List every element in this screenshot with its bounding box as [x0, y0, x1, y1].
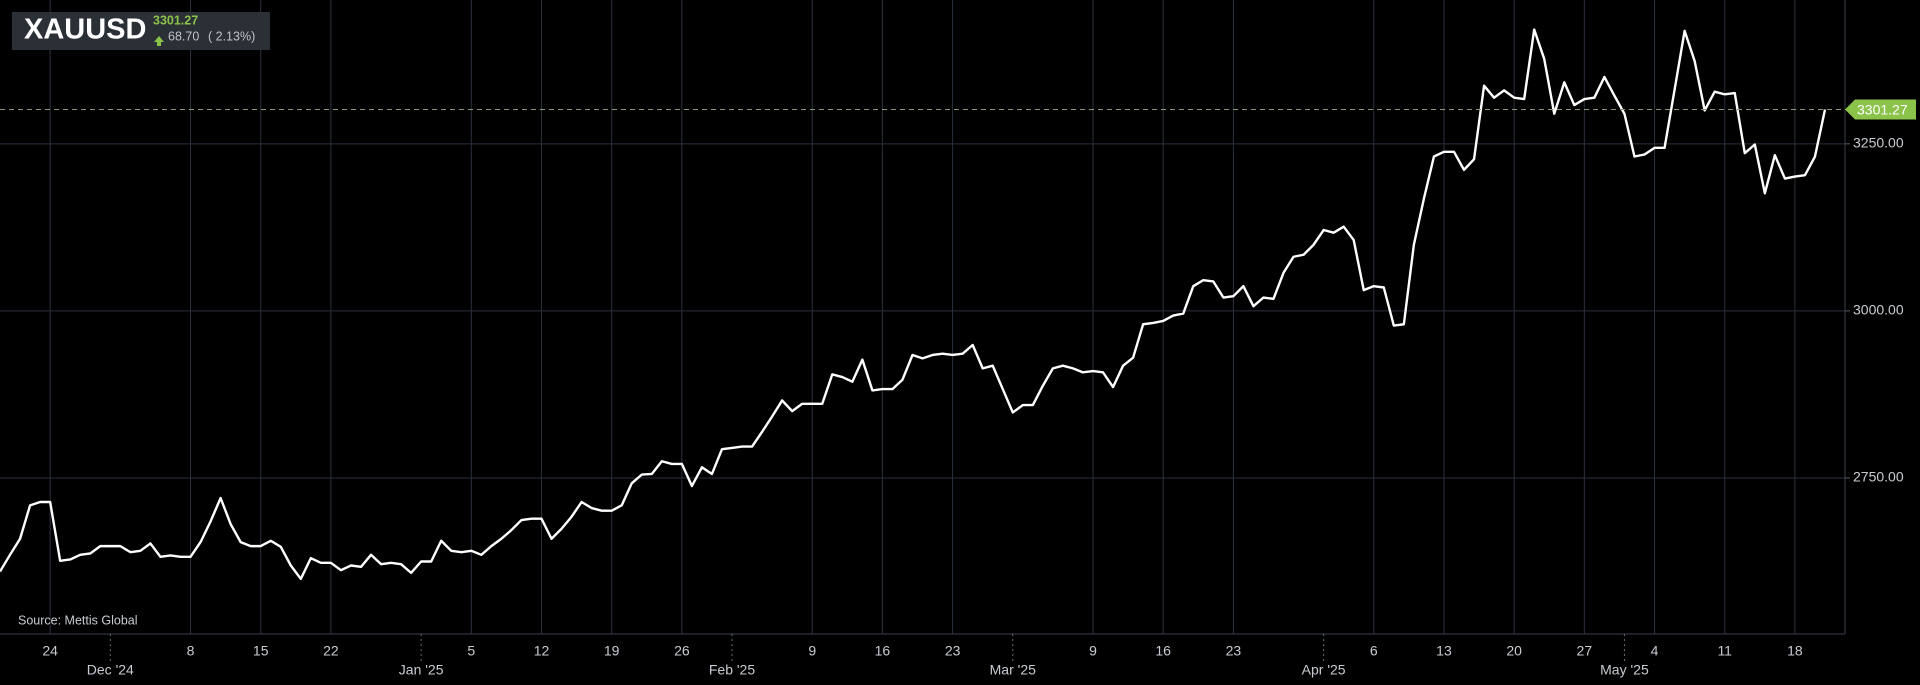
x-tick-label: 24 [42, 643, 58, 659]
x-tick-label: 15 [253, 643, 269, 659]
price: 3301.27 [153, 13, 198, 27]
x-tick-label: 8 [187, 643, 195, 659]
x-tick-label: 26 [674, 643, 690, 659]
x-tick-label: 16 [1155, 643, 1171, 659]
price-line [0, 28, 1827, 581]
last-price-tag [1845, 99, 1916, 120]
y-tick-label: 2750.00 [1853, 469, 1904, 485]
x-tick-label: 9 [1089, 643, 1097, 659]
x-tick-label: 23 [1226, 643, 1242, 659]
month-tick-label: Jan '25 [399, 662, 444, 678]
header-box [12, 12, 270, 50]
x-tick-label: 11 [1717, 643, 1732, 659]
x-tick-label: 18 [1787, 643, 1803, 659]
x-tick-label: 23 [945, 643, 961, 659]
x-tick-label: 6 [1370, 643, 1378, 659]
month-tick-label: Apr '25 [1302, 662, 1346, 678]
x-tick-label: 20 [1506, 643, 1522, 659]
x-tick-label: 19 [604, 643, 620, 659]
month-tick-label: Mar '25 [990, 662, 1036, 678]
x-tick-label: 12 [534, 643, 550, 659]
x-tick-label: 27 [1577, 643, 1593, 659]
grid [0, 0, 1845, 634]
change-pct: ( 2.13%) [208, 29, 255, 43]
symbol: XAUUSD [24, 14, 146, 46]
x-tick-label: 5 [467, 643, 475, 659]
y-tick-label: 3000.00 [1853, 302, 1904, 318]
y-tick-label: 3250.00 [1853, 135, 1904, 151]
last-price-label: 3301.27 [1857, 101, 1908, 117]
month-tick-label: Feb '25 [709, 662, 755, 678]
up-arrow [154, 36, 164, 46]
x-tick-label: 4 [1651, 643, 1659, 659]
source: Source: Mettis Global [18, 613, 138, 627]
month-tick-label: Dec '24 [87, 662, 134, 678]
x-tick-label: 9 [808, 643, 816, 659]
x-tick-label: 16 [875, 643, 891, 659]
month-tick-label: May '25 [1600, 662, 1649, 678]
header: XAUUSD 3301.27 68.70 ( 2.13%) [12, 12, 270, 50]
change: 68.70 [168, 29, 199, 43]
x-tick-label: 13 [1436, 643, 1452, 659]
x-tick-label: 22 [323, 643, 339, 659]
plot [0, 28, 1845, 581]
labels: 2750.00 3000.00 3250.00 24 8 15 22 5 12 19 26 9 16 23… [42, 99, 1916, 678]
